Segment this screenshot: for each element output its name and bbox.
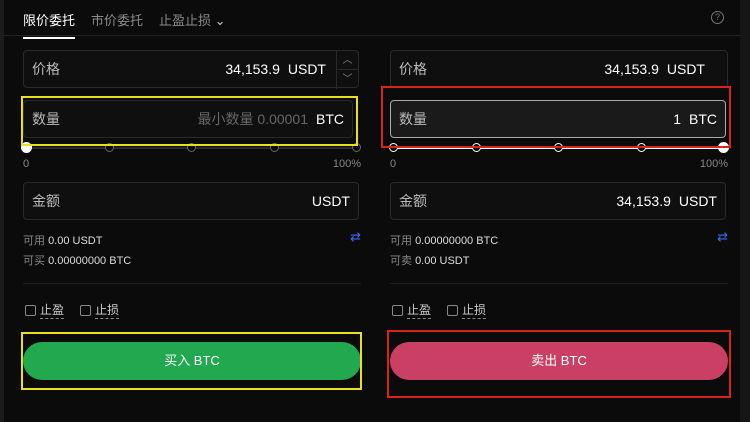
divider [390,283,728,284]
sell-quantity-input[interactable]: 数量 1 BTC [390,100,726,138]
sell-button[interactable]: 卖出 BTC [390,342,728,380]
take-profit-checkbox[interactable]: 止盈 [392,301,432,319]
checkbox-icon [25,304,36,316]
price-value: 34,153.9 [225,61,280,77]
slider-min: 0 [23,158,30,170]
tab-market[interactable]: 市价委托 [91,13,144,28]
order-type-tabs: 限价委托 市价委托 止盈止损 ⌄ [23,10,226,39]
quantity-unit: BTC [316,111,344,127]
amount-unit: USDT [311,193,350,209]
quantity-value: 1 [673,111,681,127]
price-label: 价格 [399,61,427,77]
divider [4,35,740,36]
amount-value: 34,153.9 [616,193,671,209]
chevron-down-icon: ⌄ [214,13,226,28]
max-buy: 可买 0.00000000 BTC [23,252,131,268]
max-sell: 可卖 0.00 USDT [390,252,469,268]
sell-price-input[interactable]: 价格 34,153.9 USDT [390,50,728,88]
slider-max: 100% [332,158,361,170]
available-balance: 可用 0.00 USDT [23,232,102,248]
max-buy-label: 可买 [23,255,45,267]
checkbox-icon [392,304,403,316]
tab-tpsl-label: 止盈止损 [159,13,212,28]
available-value: 0.00 USDT [48,235,103,247]
available-balance: 可用 0.00000000 BTC [390,232,498,248]
buy-quantity-input[interactable]: 数量 最小数量 0.00001 BTC [23,100,353,138]
take-profit-label: 止盈 [407,303,432,319]
price-stepper[interactable]: ︿ ﹀ [336,51,358,89]
slider-stop[interactable] [269,143,279,152]
stop-loss-label: 止损 [462,303,487,319]
chevron-down-icon[interactable]: ﹀ [342,74,353,85]
slider-min: 0 [390,158,397,170]
price-unit: USDT [287,61,326,77]
price-unit: USDT [666,61,705,77]
max-buy-value: 0.00000000 BTC [48,255,132,267]
buy-price-input[interactable]: 价格 34,153.9 USDT ︿ ﹀ [23,50,359,89]
amount-label: 金额 [32,193,60,209]
buy-amount-input[interactable]: 金额 USDT [23,182,359,220]
highlight-buy-quantity [21,96,358,146]
slider-stop[interactable] [187,143,196,152]
max-sell-value: 0.00 USDT [415,255,470,267]
buy-percent-slider[interactable] [21,142,361,153]
price-label: 价格 [32,61,60,77]
chevron-up-icon[interactable]: ︿ [337,51,358,70]
max-sell-label: 可卖 [390,255,412,267]
quantity-label: 数量 [32,111,60,127]
stop-loss-checkbox[interactable]: 止损 [447,301,487,319]
checkbox-icon [447,304,458,316]
checkbox-icon [80,304,91,316]
left-border [0,0,4,422]
amount-unit: USDT [678,193,717,209]
available-label: 可用 [390,235,412,247]
take-profit-label: 止盈 [40,303,65,319]
available-value: 0.00000000 BTC [415,235,499,247]
question-circle-icon[interactable]: ? [711,11,724,24]
highlight-buy-button [21,332,362,390]
price-value: 34,153.9 [604,61,659,77]
sell-amount-input[interactable]: 金额 34,153.9 USDT [390,182,726,220]
slider-stop[interactable] [104,143,114,152]
highlight-sell-quantity [381,86,731,148]
scrollbar[interactable] [740,0,750,422]
divider [23,283,361,284]
stop-loss-label: 止损 [95,303,120,319]
take-profit-checkbox[interactable]: 止盈 [25,301,65,319]
quantity-placeholder: 最小数量 0.00001 [197,111,309,127]
slider-stop[interactable] [21,142,32,153]
tab-tpsl[interactable]: 止盈止损 ⌄ [159,10,226,39]
quantity-label: 数量 [399,111,427,127]
available-label: 可用 [23,235,45,247]
stop-loss-checkbox[interactable]: 止损 [80,301,120,319]
tab-limit[interactable]: 限价委托 [23,10,76,39]
quantity-unit: BTC [689,111,717,127]
buy-button[interactable]: 买入 BTC [23,342,361,380]
amount-label: 金额 [399,193,427,209]
slider-max: 100% [699,158,728,170]
highlight-sell-button [387,330,731,398]
transfer-icon[interactable]: ⇄ [717,229,728,244]
transfer-icon[interactable]: ⇄ [350,229,361,244]
